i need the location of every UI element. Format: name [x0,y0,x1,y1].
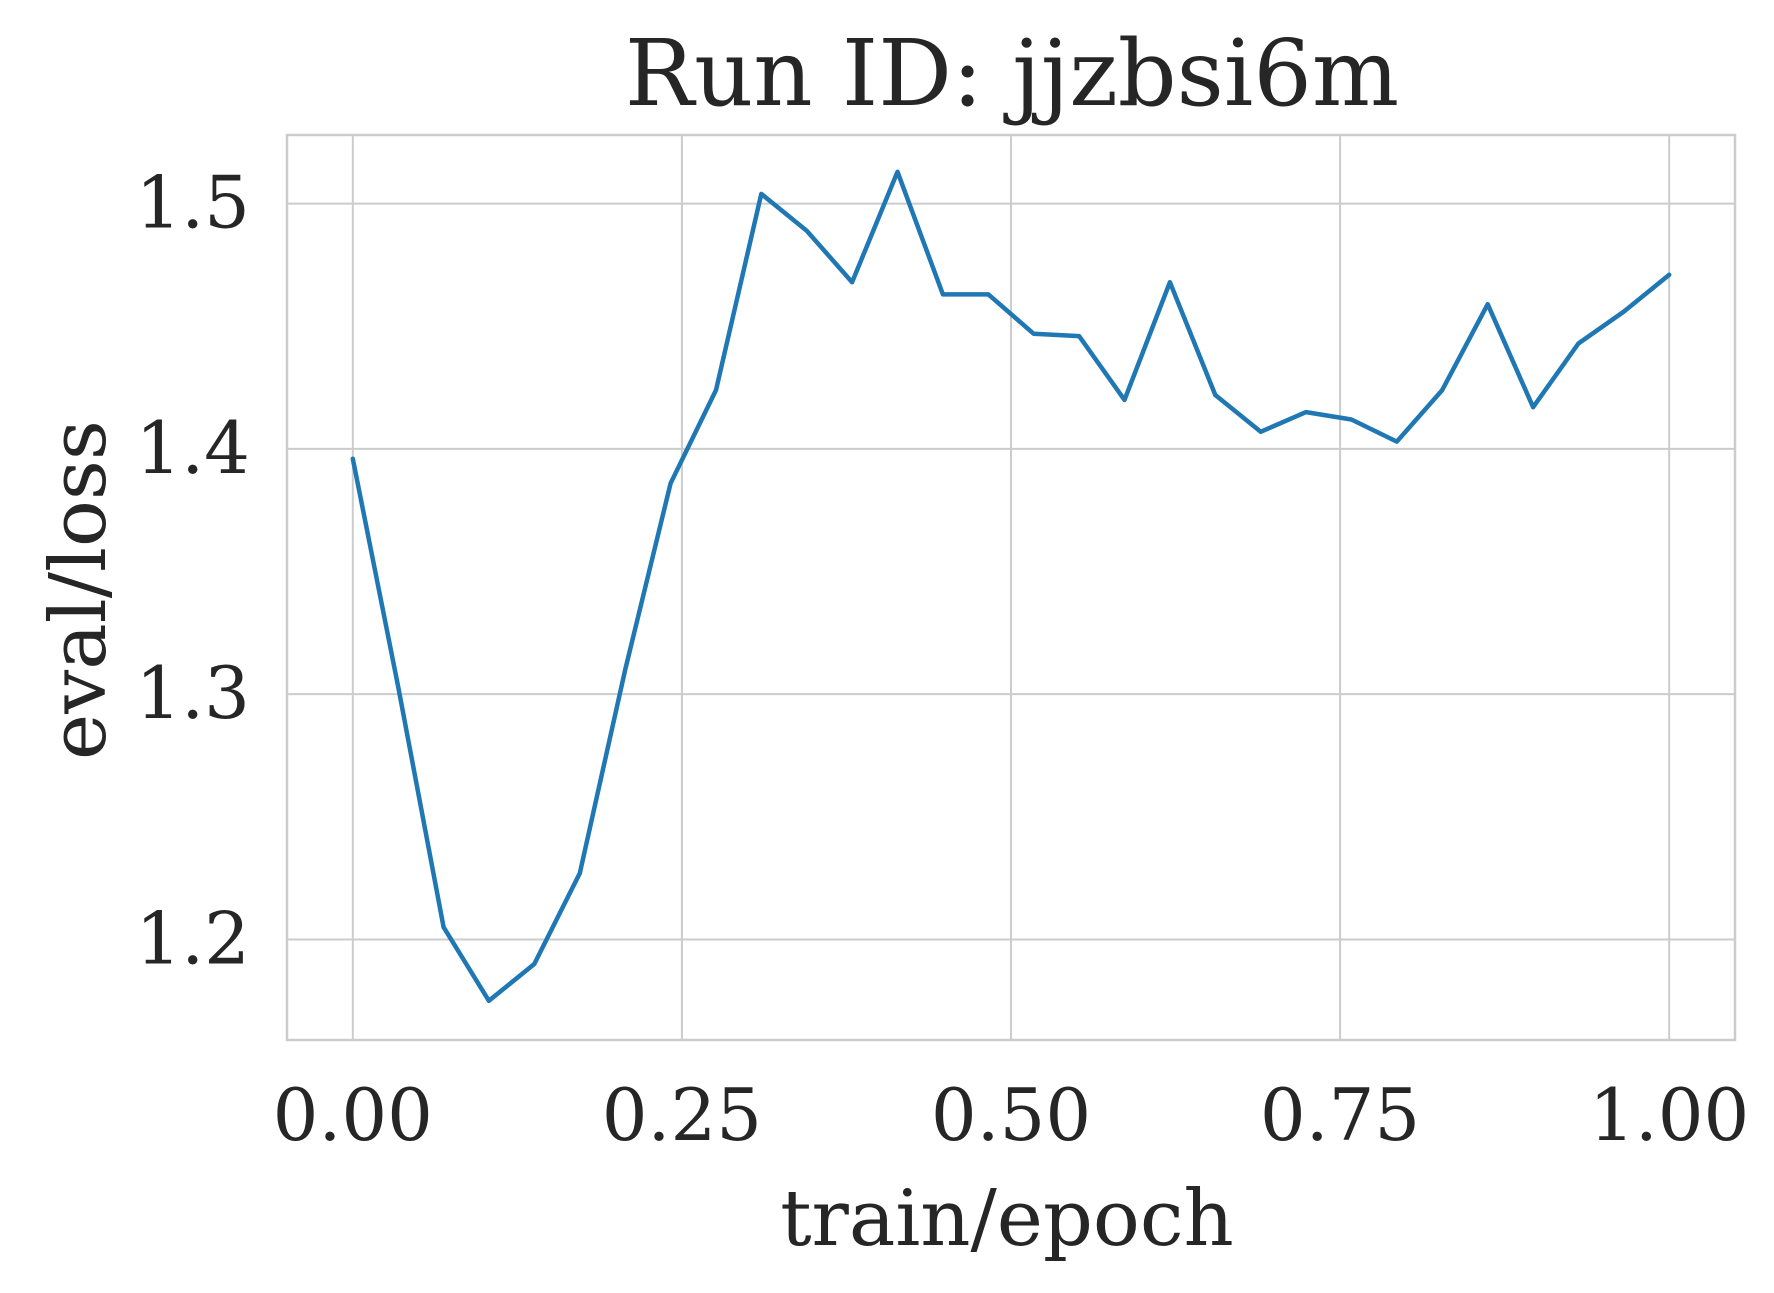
chart-title: Run ID: jjzbsi6m [625,20,1399,127]
y-tick-label: 1.2 [135,896,250,980]
x-tick-label: 0.75 [1260,1073,1420,1157]
x-tick-labels: 0.00 0.25 0.50 0.75 1.00 [273,1073,1750,1157]
x-axis-label: train/epoch [780,1174,1234,1264]
series-layer [350,169,1672,1004]
x-tick-label: 0.00 [273,1073,433,1157]
plot-frame [285,133,1737,1042]
y-tick-label: 1.3 [135,651,250,735]
series-line [350,169,1672,1004]
y-axis-label: eval/loss [34,420,124,760]
x-tick-label: 0.50 [931,1073,1091,1157]
grid-lines [287,135,1735,1040]
y-tick-labels: 1.2 1.3 1.4 1.5 [135,161,250,981]
x-tick-label: 0.25 [602,1073,762,1157]
x-tick-label: 1.00 [1589,1073,1749,1157]
y-tick-label: 1.4 [135,406,250,490]
y-tick-label: 1.5 [135,161,250,245]
